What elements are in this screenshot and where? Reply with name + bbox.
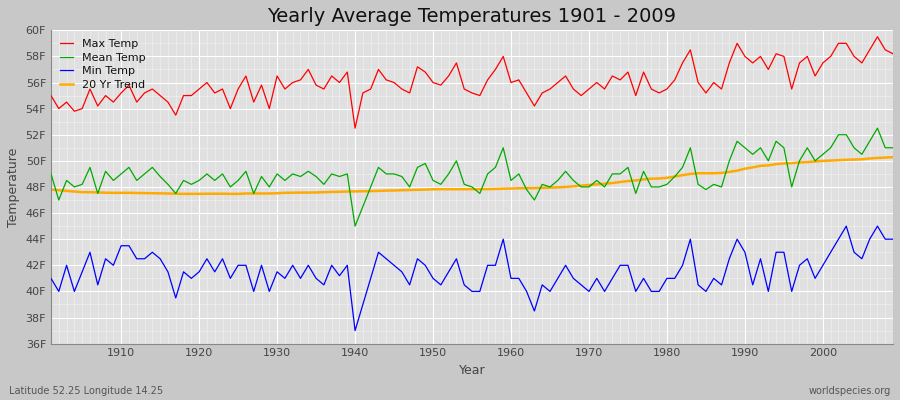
Min Temp: [280, 276, 291, 281]
Min Temp: [327, 263, 338, 268]
Min Temp: [46, 276, 57, 281]
Min Temp: [506, 276, 517, 281]
Max Temp: [513, 78, 524, 82]
Max Temp: [350, 126, 361, 131]
Mean Temp: [872, 126, 883, 131]
Max Temp: [607, 74, 617, 78]
Line: Min Temp: Min Temp: [51, 226, 893, 330]
20 Yr Trend: [178, 192, 189, 196]
20 Yr Trend: [334, 189, 345, 194]
Mean Temp: [607, 172, 617, 176]
Max Temp: [327, 74, 338, 78]
Max Temp: [280, 87, 291, 92]
Legend: Max Temp, Mean Temp, Min Temp, 20 Yr Trend: Max Temp, Mean Temp, Min Temp, 20 Yr Tre…: [57, 36, 149, 93]
20 Yr Trend: [506, 186, 517, 191]
Min Temp: [108, 263, 119, 268]
Mean Temp: [46, 172, 57, 176]
Min Temp: [887, 237, 898, 242]
20 Yr Trend: [513, 186, 524, 191]
Y-axis label: Temperature: Temperature: [7, 147, 20, 227]
20 Yr Trend: [46, 187, 57, 192]
Min Temp: [350, 328, 361, 333]
Max Temp: [887, 51, 898, 56]
Mean Temp: [506, 178, 517, 183]
Mean Temp: [327, 172, 338, 176]
Text: worldspecies.org: worldspecies.org: [809, 386, 891, 396]
Line: Mean Temp: Mean Temp: [51, 128, 893, 226]
Text: Latitude 52.25 Longitude 14.25: Latitude 52.25 Longitude 14.25: [9, 386, 163, 396]
20 Yr Trend: [108, 190, 119, 195]
Max Temp: [46, 93, 57, 98]
Mean Temp: [108, 178, 119, 183]
Mean Temp: [887, 145, 898, 150]
Line: Max Temp: Max Temp: [51, 37, 893, 128]
Max Temp: [108, 100, 119, 104]
Mean Temp: [280, 178, 291, 183]
Max Temp: [872, 34, 883, 39]
20 Yr Trend: [287, 190, 298, 195]
Max Temp: [506, 80, 517, 85]
Mean Temp: [513, 172, 524, 176]
Title: Yearly Average Temperatures 1901 - 2009: Yearly Average Temperatures 1901 - 2009: [267, 7, 677, 26]
Line: 20 Yr Trend: 20 Yr Trend: [51, 157, 893, 194]
Min Temp: [841, 224, 851, 228]
Min Temp: [607, 276, 617, 281]
Mean Temp: [350, 224, 361, 228]
20 Yr Trend: [607, 181, 617, 186]
X-axis label: Year: Year: [459, 364, 485, 377]
Min Temp: [513, 276, 524, 281]
20 Yr Trend: [887, 155, 898, 160]
